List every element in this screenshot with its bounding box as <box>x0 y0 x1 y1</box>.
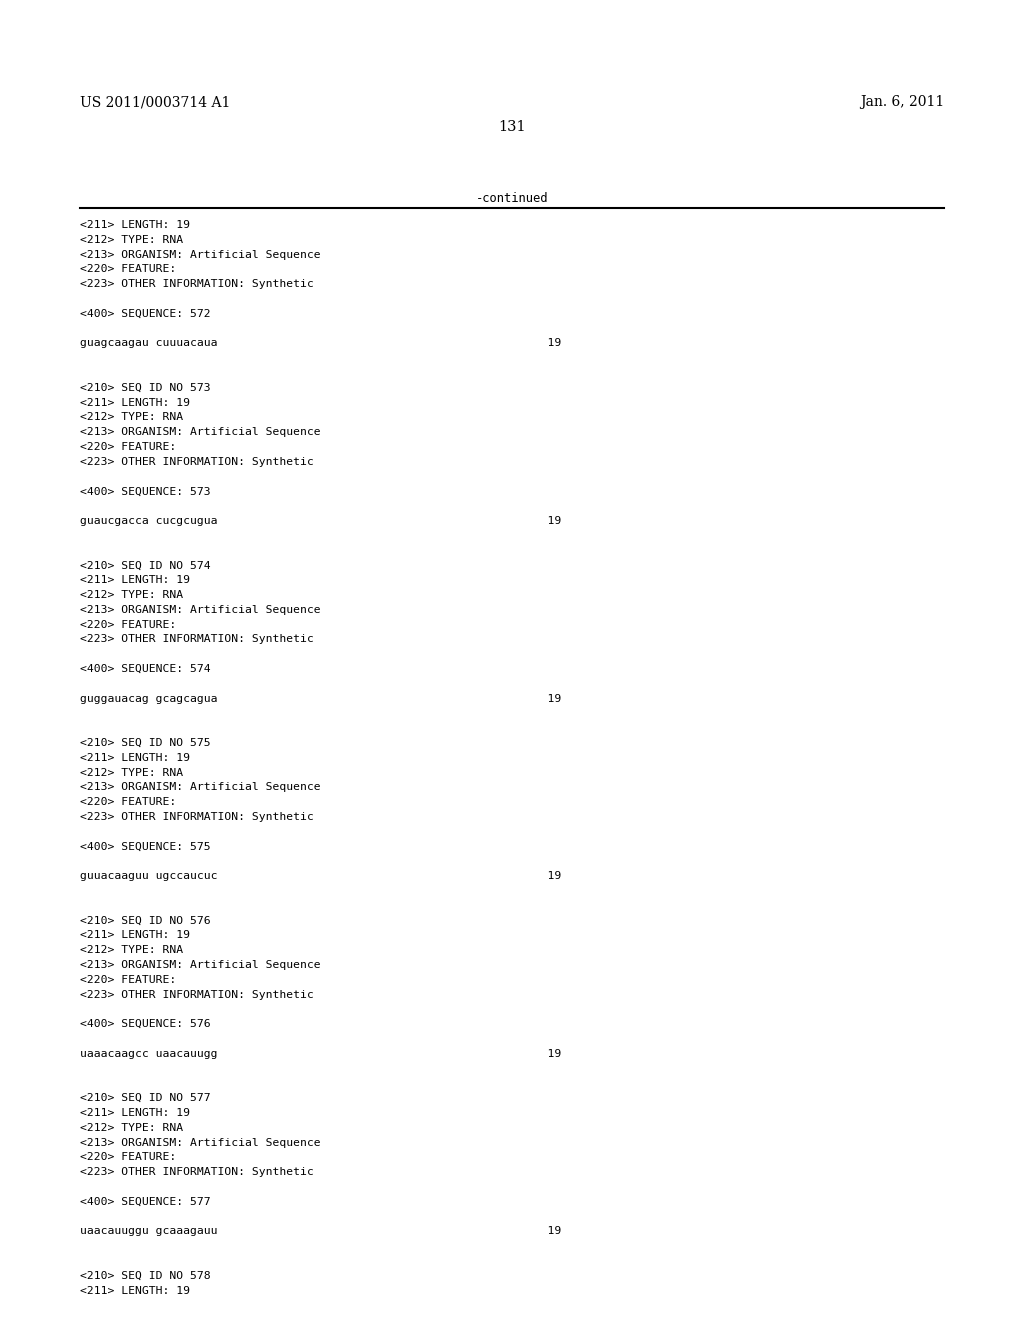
Text: <212> TYPE: RNA: <212> TYPE: RNA <box>80 768 183 777</box>
Text: <210> SEQ ID NO 576: <210> SEQ ID NO 576 <box>80 916 211 925</box>
Text: <213> ORGANISM: Artificial Sequence: <213> ORGANISM: Artificial Sequence <box>80 1138 321 1147</box>
Text: <211> LENGTH: 19: <211> LENGTH: 19 <box>80 1286 190 1296</box>
Text: uaaacaagcc uaacauugg                                                19: uaaacaagcc uaacauugg 19 <box>80 1049 561 1059</box>
Text: <220> FEATURE:: <220> FEATURE: <box>80 264 176 275</box>
Text: <210> SEQ ID NO 573: <210> SEQ ID NO 573 <box>80 383 211 393</box>
Text: <210> SEQ ID NO 574: <210> SEQ ID NO 574 <box>80 561 211 570</box>
Text: <213> ORGANISM: Artificial Sequence: <213> ORGANISM: Artificial Sequence <box>80 249 321 260</box>
Text: <223> OTHER INFORMATION: Synthetic: <223> OTHER INFORMATION: Synthetic <box>80 280 313 289</box>
Text: <211> LENGTH: 19: <211> LENGTH: 19 <box>80 576 190 585</box>
Text: <211> LENGTH: 19: <211> LENGTH: 19 <box>80 220 190 230</box>
Text: guagcaagau cuuuacaua                                                19: guagcaagau cuuuacaua 19 <box>80 338 561 348</box>
Text: <211> LENGTH: 19: <211> LENGTH: 19 <box>80 752 190 763</box>
Text: <400> SEQUENCE: 575: <400> SEQUENCE: 575 <box>80 842 211 851</box>
Text: uaacauuggu gcaaagauu                                                19: uaacauuggu gcaaagauu 19 <box>80 1226 561 1237</box>
Text: <212> TYPE: RNA: <212> TYPE: RNA <box>80 235 183 244</box>
Text: <210> SEQ ID NO 577: <210> SEQ ID NO 577 <box>80 1093 211 1104</box>
Text: 131: 131 <box>499 120 525 135</box>
Text: <212> TYPE: RNA: <212> TYPE: RNA <box>80 590 183 601</box>
Text: <400> SEQUENCE: 576: <400> SEQUENCE: 576 <box>80 1019 211 1030</box>
Text: <223> OTHER INFORMATION: Synthetic: <223> OTHER INFORMATION: Synthetic <box>80 635 313 644</box>
Text: <223> OTHER INFORMATION: Synthetic: <223> OTHER INFORMATION: Synthetic <box>80 812 313 822</box>
Text: <223> OTHER INFORMATION: Synthetic: <223> OTHER INFORMATION: Synthetic <box>80 990 313 999</box>
Text: <212> TYPE: RNA: <212> TYPE: RNA <box>80 1123 183 1133</box>
Text: guaucgacca cucgcugua                                                19: guaucgacca cucgcugua 19 <box>80 516 561 525</box>
Text: <211> LENGTH: 19: <211> LENGTH: 19 <box>80 931 190 940</box>
Text: guuacaaguu ugccaucuc                                                19: guuacaaguu ugccaucuc 19 <box>80 871 561 882</box>
Text: <212> TYPE: RNA: <212> TYPE: RNA <box>80 945 183 956</box>
Text: <213> ORGANISM: Artificial Sequence: <213> ORGANISM: Artificial Sequence <box>80 783 321 792</box>
Text: <223> OTHER INFORMATION: Synthetic: <223> OTHER INFORMATION: Synthetic <box>80 457 313 467</box>
Text: <400> SEQUENCE: 573: <400> SEQUENCE: 573 <box>80 486 211 496</box>
Text: -continued: -continued <box>476 191 548 205</box>
Text: US 2011/0003714 A1: US 2011/0003714 A1 <box>80 95 230 110</box>
Text: <213> ORGANISM: Artificial Sequence: <213> ORGANISM: Artificial Sequence <box>80 960 321 970</box>
Text: <213> ORGANISM: Artificial Sequence: <213> ORGANISM: Artificial Sequence <box>80 605 321 615</box>
Text: <210> SEQ ID NO 575: <210> SEQ ID NO 575 <box>80 738 211 748</box>
Text: <400> SEQUENCE: 574: <400> SEQUENCE: 574 <box>80 664 211 675</box>
Text: <223> OTHER INFORMATION: Synthetic: <223> OTHER INFORMATION: Synthetic <box>80 1167 313 1177</box>
Text: guggauacag gcagcagua                                                19: guggauacag gcagcagua 19 <box>80 693 561 704</box>
Text: <400> SEQUENCE: 572: <400> SEQUENCE: 572 <box>80 309 211 319</box>
Text: <210> SEQ ID NO 578: <210> SEQ ID NO 578 <box>80 1271 211 1280</box>
Text: Jan. 6, 2011: Jan. 6, 2011 <box>860 95 944 110</box>
Text: <213> ORGANISM: Artificial Sequence: <213> ORGANISM: Artificial Sequence <box>80 428 321 437</box>
Text: <400> SEQUENCE: 577: <400> SEQUENCE: 577 <box>80 1197 211 1206</box>
Text: <212> TYPE: RNA: <212> TYPE: RNA <box>80 412 183 422</box>
Text: <220> FEATURE:: <220> FEATURE: <box>80 1152 176 1163</box>
Text: <220> FEATURE:: <220> FEATURE: <box>80 442 176 451</box>
Text: <211> LENGTH: 19: <211> LENGTH: 19 <box>80 1107 190 1118</box>
Text: <220> FEATURE:: <220> FEATURE: <box>80 619 176 630</box>
Text: <220> FEATURE:: <220> FEATURE: <box>80 974 176 985</box>
Text: <220> FEATURE:: <220> FEATURE: <box>80 797 176 808</box>
Text: <211> LENGTH: 19: <211> LENGTH: 19 <box>80 397 190 408</box>
